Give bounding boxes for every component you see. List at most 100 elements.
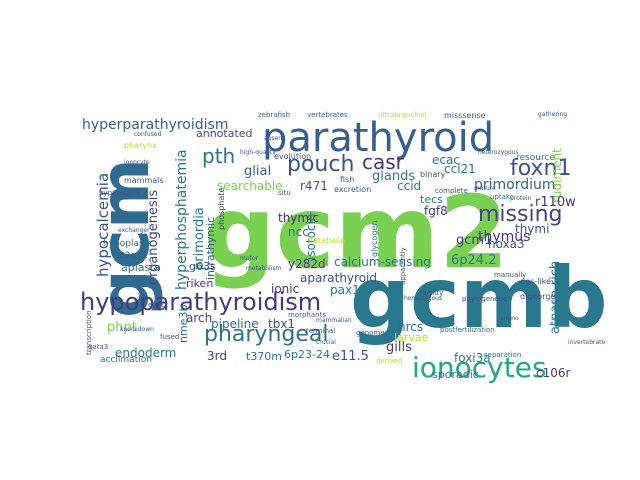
word-hypoparathyroidism: hypoparathyroidism — [80, 288, 322, 316]
word-pharynx: pharynx — [124, 141, 157, 150]
word-r471: r471 — [300, 179, 328, 193]
word-resource: resource — [516, 153, 555, 163]
word-pth: pth — [202, 144, 236, 168]
word-arch: arch — [186, 311, 213, 325]
word-phpt: phpt — [107, 320, 137, 335]
word-acclimation: acclimation — [100, 355, 152, 365]
word-absent: absent — [264, 135, 285, 142]
word-thymic: thymic — [278, 211, 320, 225]
word-hyperphosphatemia: hyperphosphatemia — [174, 149, 190, 290]
word-tbx1: tbx1 — [268, 317, 296, 331]
word-morphants: morphants — [288, 311, 326, 319]
word-misssense: misssense — [444, 111, 486, 120]
word-ionocyte: ionocyte — [124, 159, 150, 166]
word-gills: gills — [386, 340, 412, 355]
word-foxi3a: foxi3a — [454, 351, 491, 365]
word-fish: fish — [340, 175, 355, 184]
word-glycogen: glycogen — [370, 220, 379, 257]
word-hypoplasia: hypoplasia — [103, 239, 152, 249]
word-dgs-like: dgs-like — [520, 277, 551, 286]
word-situ: situ — [278, 189, 291, 197]
word-tecs: tecs — [420, 193, 443, 206]
word-primordium: primordium — [474, 177, 556, 193]
word-binary: binary — [420, 170, 446, 179]
word-ncc: ncc — [288, 225, 309, 239]
word-calcium-sensing: calcium-sensing — [334, 255, 431, 269]
word-mature: mature — [474, 185, 496, 192]
word-t370m: t370m — [246, 350, 283, 363]
word-aplasia: aplasia — [121, 261, 161, 274]
word-riken: riken — [186, 277, 214, 290]
word-genome: genome — [356, 329, 385, 337]
word-searchable: searchable — [217, 179, 283, 193]
word-complete: complete — [435, 187, 468, 195]
word-knockdown: knockdown — [120, 326, 154, 333]
word-larvae: larvae — [394, 331, 429, 344]
word-6p24.2: 6p24.2 — [451, 253, 497, 268]
word-manually: manually — [494, 271, 527, 279]
word-digeorge: digeorge — [520, 292, 556, 301]
word-3rd: 3rd — [207, 349, 227, 363]
word-r110w: r110w — [535, 195, 576, 210]
word-mammals: mammals — [124, 176, 164, 185]
word-amino: amino — [500, 315, 519, 322]
word-high-quality: high-quality — [240, 149, 276, 156]
word-pharyngeal: pharyngeal — [204, 322, 329, 347]
word-mammalian: mammalian — [316, 317, 352, 324]
word-postfertilization: postfertilization — [440, 326, 495, 334]
word-fused: fused — [160, 333, 180, 341]
word-evolution: evolution — [274, 152, 312, 161]
word-exchanger: exchanger — [118, 227, 150, 234]
word-hoxa3: hoxa3 — [488, 237, 525, 251]
word-fgf8: fgf8 — [424, 204, 448, 218]
word-vertebrates: vertebrates — [307, 111, 348, 119]
word-y282d: y282d — [288, 257, 326, 271]
word-hyperparathyroidism: hyperparathyroidism — [82, 117, 229, 133]
word-gcmb: gcmb — [350, 249, 608, 347]
word-phosphate: phosphate — [217, 187, 226, 230]
word-homozygous: homozygous — [404, 295, 443, 302]
word-nme3b: nme3b — [177, 304, 190, 343]
word-gata3: gata3 — [88, 343, 109, 351]
word-glial: glial — [244, 164, 272, 179]
word-ccl21: ccl21 — [444, 162, 476, 176]
word-foxn1: foxn1 — [510, 156, 572, 181]
word-22q11: 22q11 — [119, 251, 148, 261]
word-e11.5: e11.5 — [332, 349, 369, 364]
word-facility: facility — [420, 289, 444, 297]
word-gcm1: gcm1 — [456, 233, 493, 248]
word-ccid: ccid — [397, 179, 422, 193]
word-hyperplasia: hyperplasia — [99, 189, 140, 197]
word-invertebrate: invertebrate — [568, 339, 606, 346]
word-pax1: pax1 — [330, 283, 360, 297]
word-confused: confused — [134, 131, 162, 138]
word-apparently: apparently — [399, 247, 407, 285]
word-ionic: ionic — [271, 282, 300, 296]
word-annotated: annotated — [196, 127, 253, 140]
word-ecac: ecac — [432, 153, 460, 167]
word-zebrafish: zebrafish — [258, 111, 291, 119]
word-pipeline: pipeline — [211, 317, 259, 331]
word-metabolism: metabolism — [246, 265, 282, 272]
word-separation: separation — [484, 351, 522, 359]
word-gcm2: gcm2 — [204, 174, 509, 291]
word-c106r: c106r — [536, 366, 571, 380]
word-protein: protein — [510, 195, 532, 202]
word-g63s: g63s — [189, 260, 216, 273]
word-excretion: excretion — [334, 185, 372, 194]
word-hrcs: hrcs — [398, 320, 424, 334]
word-sporadic: sporadic — [432, 368, 479, 381]
word-crucial: crucial — [316, 339, 336, 346]
word-ultrabranchial: ultrabranchial — [378, 111, 427, 119]
word-endoderm: endoderm — [115, 346, 177, 360]
word-6p23-24: 6p23-24 — [284, 348, 330, 361]
word-phylogenetic: phylogenetic — [462, 295, 508, 303]
word-ionocytes: ionocytes — [412, 351, 547, 384]
word-missing: missing — [478, 202, 563, 227]
word-glands: glands — [372, 169, 416, 184]
word-parathyroid: parathyroid — [262, 115, 495, 161]
word-pouch: pouch — [287, 152, 355, 177]
word-motor: motor — [240, 255, 259, 262]
word-effect: effect — [148, 301, 169, 309]
